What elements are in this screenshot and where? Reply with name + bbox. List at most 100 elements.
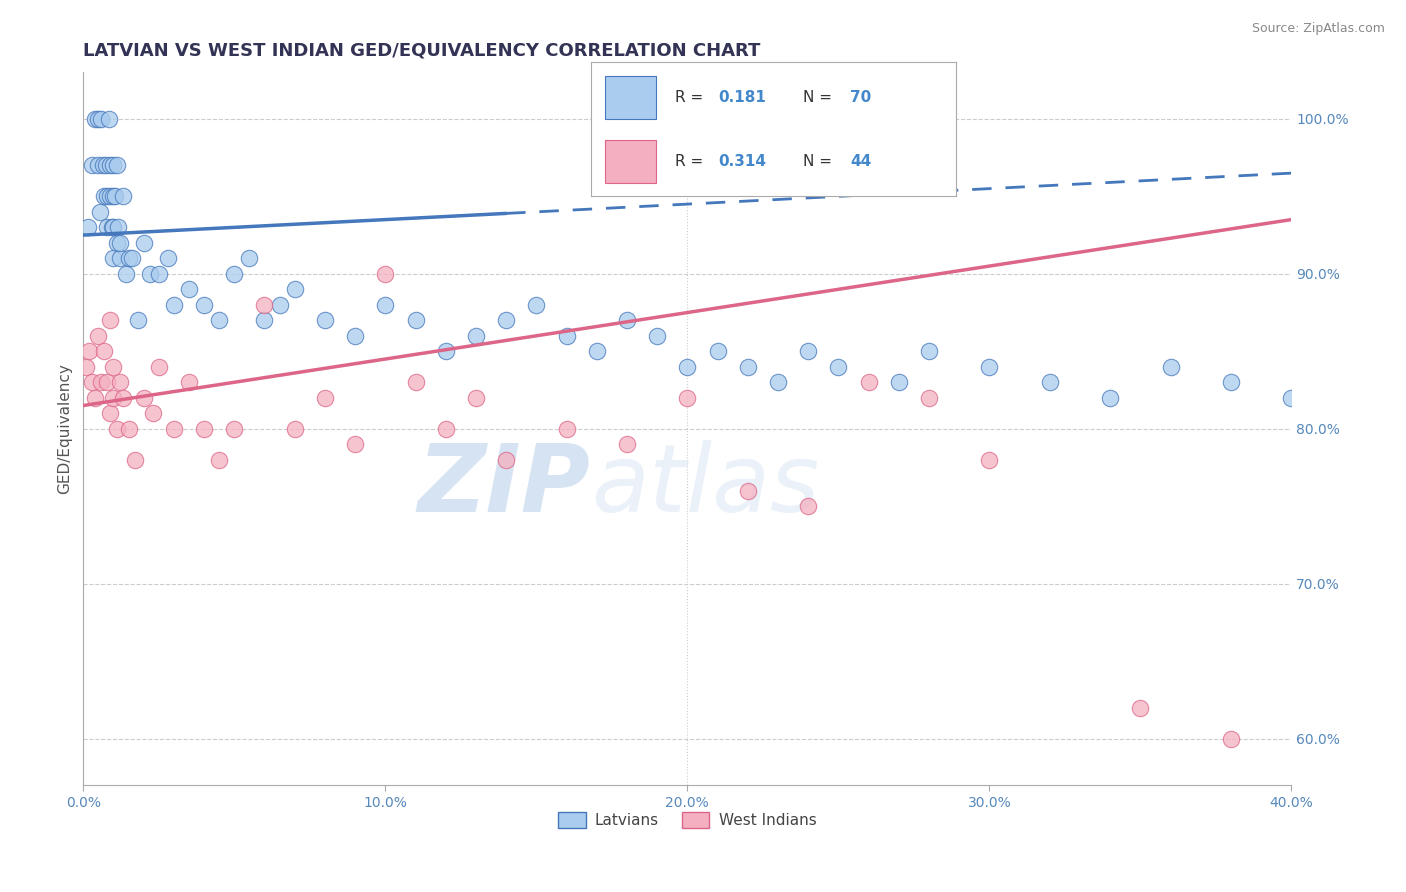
Point — [103, 189, 125, 203]
Text: LATVIAN VS WEST INDIAN GED/EQUIVALENCY CORRELATION CHART: LATVIAN VS WEST INDIAN GED/EQUIVALENCY C… — [83, 42, 761, 60]
Point — [1099, 391, 1122, 405]
Point — [464, 328, 486, 343]
Text: Source: ZipAtlas.com: Source: ZipAtlas.com — [1251, 22, 1385, 36]
Point — [108, 376, 131, 390]
Point — [193, 422, 215, 436]
Point — [434, 344, 457, 359]
Point — [766, 376, 789, 390]
Point — [616, 437, 638, 451]
Point — [94, 158, 117, 172]
Point — [344, 328, 367, 343]
Point — [105, 235, 128, 250]
Point — [114, 267, 136, 281]
Point — [76, 220, 98, 235]
Point — [96, 376, 118, 390]
FancyBboxPatch shape — [605, 76, 657, 119]
Text: R =: R = — [675, 154, 707, 169]
Point — [138, 267, 160, 281]
Point — [87, 328, 110, 343]
Point — [105, 422, 128, 436]
Point — [676, 359, 699, 374]
Point — [142, 406, 165, 420]
Point — [100, 189, 122, 203]
Point — [90, 112, 112, 126]
Point — [177, 376, 200, 390]
Point — [156, 252, 179, 266]
Point — [1129, 700, 1152, 714]
Point — [1219, 376, 1241, 390]
Text: atlas: atlas — [591, 441, 818, 532]
Point — [1160, 359, 1182, 374]
Point — [103, 252, 125, 266]
Point — [148, 359, 170, 374]
Point — [97, 112, 120, 126]
Point — [858, 376, 880, 390]
Point — [87, 112, 110, 126]
Point — [434, 422, 457, 436]
Point — [84, 391, 107, 405]
Text: 0.181: 0.181 — [718, 90, 766, 104]
Point — [91, 158, 114, 172]
Text: N =: N = — [803, 90, 837, 104]
Text: 44: 44 — [851, 154, 872, 169]
Text: N =: N = — [803, 154, 837, 169]
Point — [253, 313, 276, 327]
Point — [104, 189, 127, 203]
Point — [314, 313, 336, 327]
Y-axis label: GED/Equivalency: GED/Equivalency — [58, 363, 72, 494]
Point — [193, 298, 215, 312]
Text: 70: 70 — [851, 90, 872, 104]
Point — [797, 500, 820, 514]
Point — [616, 313, 638, 327]
Point — [887, 376, 910, 390]
Point — [314, 391, 336, 405]
Point — [1039, 376, 1062, 390]
Point — [103, 391, 125, 405]
Text: R =: R = — [675, 90, 707, 104]
Point — [495, 452, 517, 467]
Point — [103, 158, 125, 172]
Point — [374, 267, 396, 281]
Point — [208, 313, 231, 327]
Point — [93, 344, 115, 359]
Text: 0.314: 0.314 — [718, 154, 766, 169]
Point — [405, 313, 427, 327]
Point — [75, 359, 97, 374]
Point — [706, 344, 728, 359]
Point — [121, 252, 143, 266]
Point — [108, 252, 131, 266]
Point — [797, 344, 820, 359]
Point — [105, 158, 128, 172]
Point — [100, 158, 122, 172]
Text: ZIP: ZIP — [418, 440, 591, 532]
Point — [405, 376, 427, 390]
Point — [464, 391, 486, 405]
Point — [253, 298, 276, 312]
Point — [111, 391, 134, 405]
Point — [111, 189, 134, 203]
Point — [117, 422, 139, 436]
Point — [208, 452, 231, 467]
Point — [737, 483, 759, 498]
Point — [1279, 391, 1302, 405]
Point — [495, 313, 517, 327]
Point — [269, 298, 291, 312]
Point — [96, 189, 118, 203]
Point — [374, 298, 396, 312]
Point — [127, 313, 149, 327]
FancyBboxPatch shape — [605, 140, 657, 183]
Point — [117, 252, 139, 266]
Point — [177, 282, 200, 296]
Point — [827, 359, 849, 374]
Point — [100, 406, 122, 420]
Point — [224, 267, 246, 281]
Point — [737, 359, 759, 374]
Point — [84, 112, 107, 126]
Point — [555, 328, 578, 343]
Point — [103, 359, 125, 374]
Point — [979, 359, 1001, 374]
Point — [555, 422, 578, 436]
Point — [918, 344, 941, 359]
Point — [1219, 731, 1241, 746]
Point — [124, 452, 146, 467]
